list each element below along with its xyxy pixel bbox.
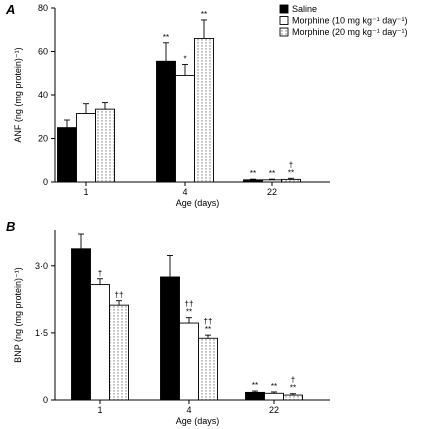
bar bbox=[90, 284, 110, 401]
bar bbox=[95, 108, 115, 183]
significance-label: ** bbox=[163, 33, 169, 42]
bar bbox=[156, 60, 176, 183]
significance-label: †† ** bbox=[185, 300, 194, 317]
significance-label: * bbox=[183, 55, 186, 64]
bar bbox=[245, 391, 265, 401]
y-tick-label: 60 bbox=[38, 47, 48, 57]
significance-label: ** bbox=[271, 382, 277, 391]
y-tick-label: 20 bbox=[38, 134, 48, 144]
x-tick-label: 1 bbox=[83, 187, 88, 197]
x-tick-label: 1 bbox=[97, 405, 102, 415]
legend-swatch-2 bbox=[279, 27, 289, 37]
bar bbox=[283, 394, 303, 401]
y-tick-label: 0 bbox=[43, 177, 48, 187]
significance-label: † ** bbox=[290, 376, 296, 393]
significance-label: ** bbox=[269, 169, 275, 178]
legend-label-2: Morphine (20 mg kg⁻¹ day⁻¹) bbox=[292, 27, 408, 37]
panel-a-chart: 0 20 40 60 80 ANF (ng (mg protein)⁻¹) Age (day… bbox=[13, 3, 330, 208]
panel-b-label: B bbox=[6, 219, 15, 234]
significance-label: †† ** bbox=[204, 317, 213, 334]
bar bbox=[57, 127, 77, 183]
legend-swatch-0 bbox=[279, 4, 289, 14]
y-tick-label: 0 bbox=[43, 395, 48, 405]
legend: Saline Morphine (10 mg kg⁻¹ day⁻¹)Morphin… bbox=[279, 4, 408, 37]
x-tick-label: 4 bbox=[182, 187, 187, 197]
bar bbox=[262, 179, 282, 183]
legend-label-0: Saline bbox=[292, 4, 317, 14]
bar bbox=[194, 38, 214, 183]
bar bbox=[160, 276, 180, 401]
significance-label: †† bbox=[115, 291, 124, 300]
y-axis-label: ANF (ng (mg protein)⁻¹) bbox=[13, 47, 23, 142]
y-tick-label: 40 bbox=[38, 90, 48, 100]
bar bbox=[281, 178, 301, 183]
significance-label: † bbox=[98, 269, 102, 278]
bar bbox=[179, 322, 199, 401]
y-tick-label: 80 bbox=[38, 3, 48, 13]
panel-a-label: A bbox=[5, 2, 15, 17]
bar bbox=[175, 74, 195, 183]
bar bbox=[198, 337, 218, 401]
y-tick-label: 1·5 bbox=[35, 328, 48, 338]
bar bbox=[109, 304, 129, 401]
x-axis-label: Age (days) bbox=[176, 416, 220, 426]
x-tick-label: 22 bbox=[269, 405, 279, 415]
legend-label-1: Morphine (10 mg kg⁻¹ day⁻¹) bbox=[292, 16, 408, 26]
x-axis-label: Age (days) bbox=[176, 198, 220, 208]
y-axis-label: BNP (ng (mg protein)⁻¹) bbox=[13, 267, 23, 363]
bar bbox=[71, 248, 91, 401]
y-tick-label: 3·0 bbox=[35, 261, 48, 271]
significance-label: ** bbox=[250, 169, 256, 178]
panel-b-chart: 0 1·5 3·0 BNP (ng (mg protein)⁻¹) Age (days)… bbox=[13, 230, 330, 426]
legend-swatch-1 bbox=[279, 16, 289, 25]
bar bbox=[264, 392, 284, 401]
significance-label: ** bbox=[252, 381, 258, 390]
significance-label: ** bbox=[201, 10, 207, 19]
x-tick-label: 4 bbox=[186, 405, 191, 415]
bar bbox=[76, 113, 96, 183]
bar bbox=[243, 179, 263, 183]
significance-label: † ** bbox=[288, 160, 294, 177]
x-tick-label: 22 bbox=[267, 187, 277, 197]
